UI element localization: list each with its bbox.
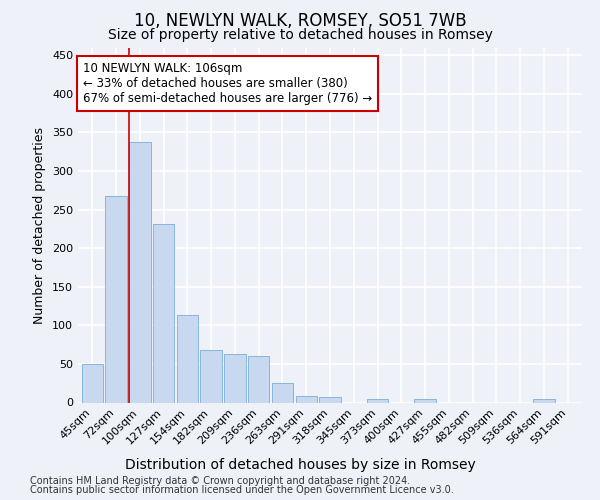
- Bar: [82, 364, 103, 403]
- Bar: [415, 400, 436, 402]
- Text: Distribution of detached houses by size in Romsey: Distribution of detached houses by size …: [125, 458, 475, 471]
- Bar: [153, 224, 174, 402]
- Text: 10 NEWLYN WALK: 106sqm
← 33% of detached houses are smaller (380)
67% of semi-de: 10 NEWLYN WALK: 106sqm ← 33% of detached…: [83, 62, 372, 104]
- Bar: [296, 396, 317, 402]
- Y-axis label: Number of detached properties: Number of detached properties: [34, 126, 46, 324]
- Bar: [272, 383, 293, 402]
- Bar: [367, 400, 388, 402]
- Bar: [176, 314, 198, 402]
- Bar: [200, 350, 222, 403]
- Bar: [224, 354, 245, 403]
- Text: 10, NEWLYN WALK, ROMSEY, SO51 7WB: 10, NEWLYN WALK, ROMSEY, SO51 7WB: [134, 12, 466, 30]
- Text: Contains public sector information licensed under the Open Government Licence v3: Contains public sector information licen…: [30, 485, 454, 495]
- Text: Size of property relative to detached houses in Romsey: Size of property relative to detached ho…: [107, 28, 493, 42]
- Bar: [129, 142, 151, 402]
- Bar: [248, 356, 269, 403]
- Bar: [106, 196, 127, 402]
- Bar: [319, 397, 341, 402]
- Text: Contains HM Land Registry data © Crown copyright and database right 2024.: Contains HM Land Registry data © Crown c…: [30, 476, 410, 486]
- Bar: [533, 400, 554, 402]
